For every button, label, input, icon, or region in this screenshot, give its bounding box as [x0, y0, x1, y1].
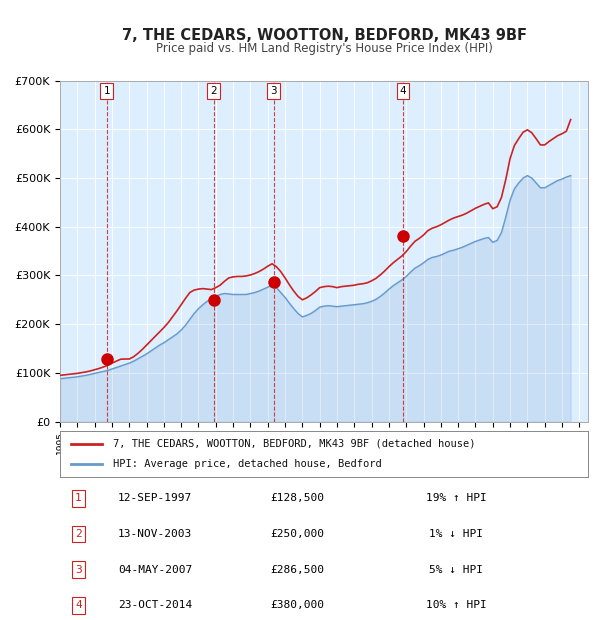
- Text: 10% ↑ HPI: 10% ↑ HPI: [425, 600, 487, 610]
- Text: 1: 1: [103, 86, 110, 95]
- Text: £250,000: £250,000: [271, 529, 325, 539]
- Text: £380,000: £380,000: [271, 600, 325, 610]
- Text: 7, THE CEDARS, WOOTTON, BEDFORD, MK43 9BF: 7, THE CEDARS, WOOTTON, BEDFORD, MK43 9B…: [121, 28, 527, 43]
- Text: 5% ↓ HPI: 5% ↓ HPI: [429, 565, 483, 575]
- Text: 4: 4: [400, 86, 406, 95]
- Text: 19% ↑ HPI: 19% ↑ HPI: [425, 494, 487, 503]
- Text: 1% ↓ HPI: 1% ↓ HPI: [429, 529, 483, 539]
- Text: 4: 4: [75, 600, 82, 610]
- Text: 2: 2: [75, 529, 82, 539]
- Text: 13-NOV-2003: 13-NOV-2003: [118, 529, 192, 539]
- Text: HPI: Average price, detached house, Bedford: HPI: Average price, detached house, Bedf…: [113, 459, 382, 469]
- Text: 04-MAY-2007: 04-MAY-2007: [118, 565, 192, 575]
- Text: 23-OCT-2014: 23-OCT-2014: [118, 600, 192, 610]
- Text: £286,500: £286,500: [271, 565, 325, 575]
- Text: 3: 3: [271, 86, 277, 95]
- Text: 12-SEP-1997: 12-SEP-1997: [118, 494, 192, 503]
- Text: 7, THE CEDARS, WOOTTON, BEDFORD, MK43 9BF (detached house): 7, THE CEDARS, WOOTTON, BEDFORD, MK43 9B…: [113, 439, 475, 449]
- Text: 3: 3: [75, 565, 82, 575]
- Text: £128,500: £128,500: [271, 494, 325, 503]
- Text: Price paid vs. HM Land Registry's House Price Index (HPI): Price paid vs. HM Land Registry's House …: [155, 42, 493, 55]
- Text: 2: 2: [210, 86, 217, 95]
- Text: 1: 1: [75, 494, 82, 503]
